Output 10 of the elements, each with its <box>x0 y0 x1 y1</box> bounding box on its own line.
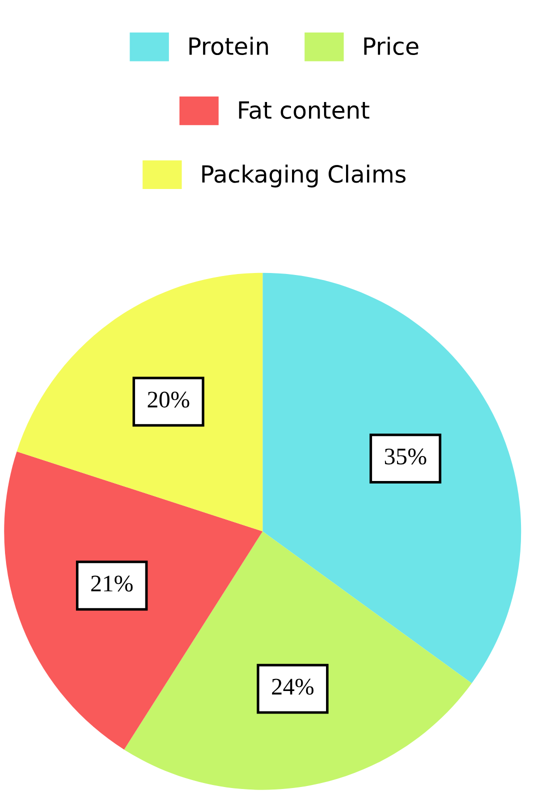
legend-label: Price <box>364 36 418 56</box>
legend-label: Packaging Claims <box>202 164 406 188</box>
data-label: 35% <box>384 448 426 465</box>
legend-label: Protein <box>189 36 268 56</box>
data-label: 24% <box>272 678 314 695</box>
data-label: 20% <box>148 392 190 408</box>
legend-label: Fat content <box>239 101 370 119</box>
pie-slice <box>16 272 263 532</box>
pie-slice <box>4 451 263 750</box>
data-label: 21% <box>91 576 133 592</box>
